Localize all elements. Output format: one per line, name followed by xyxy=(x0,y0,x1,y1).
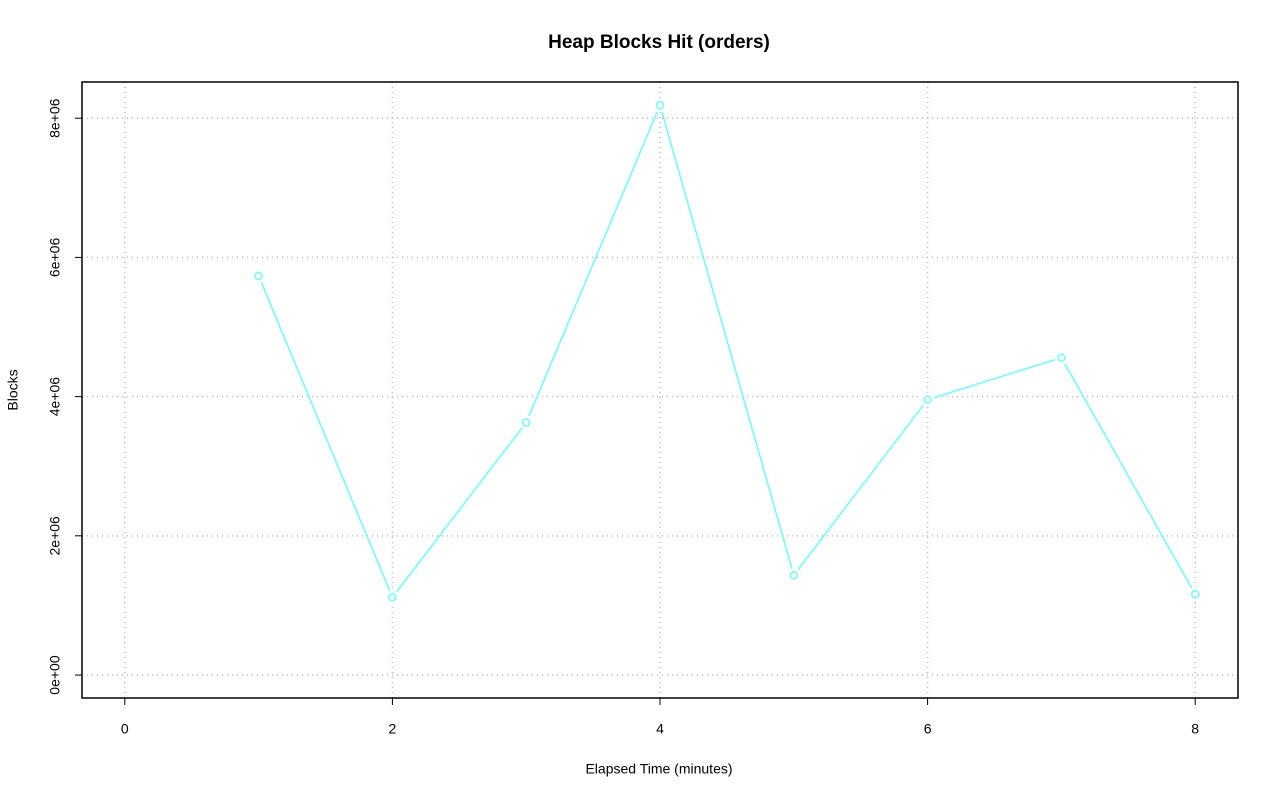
chart-title: Heap Blocks Hit (orders) xyxy=(548,32,770,53)
data-point xyxy=(388,592,397,602)
x-tick-label: 2 xyxy=(389,721,397,737)
data-point xyxy=(521,418,531,427)
y-tick-label: 0e+00 xyxy=(47,655,63,695)
data-point xyxy=(254,271,263,281)
y-tick-label: 8e+06 xyxy=(47,98,63,138)
data-point xyxy=(1190,589,1200,599)
x-tick-label: 8 xyxy=(1191,721,1199,737)
y-tick-label: 6e+06 xyxy=(47,238,63,278)
data-point xyxy=(923,395,932,404)
x-tick-label: 4 xyxy=(656,721,664,737)
x-axis-title: Elapsed Time (minutes) xyxy=(585,761,732,777)
data-line xyxy=(257,102,1196,599)
y-axis-title: Blocks xyxy=(5,369,21,410)
data-point xyxy=(1057,353,1066,362)
plot-frame xyxy=(81,81,1239,699)
y-tick-label: 4e+06 xyxy=(47,377,63,417)
data-point xyxy=(655,100,665,110)
y-tick-label: 2e+06 xyxy=(47,516,63,556)
x-tick-label: 6 xyxy=(924,721,932,737)
data-point xyxy=(789,570,799,580)
x-tick-label: 0 xyxy=(121,721,129,737)
